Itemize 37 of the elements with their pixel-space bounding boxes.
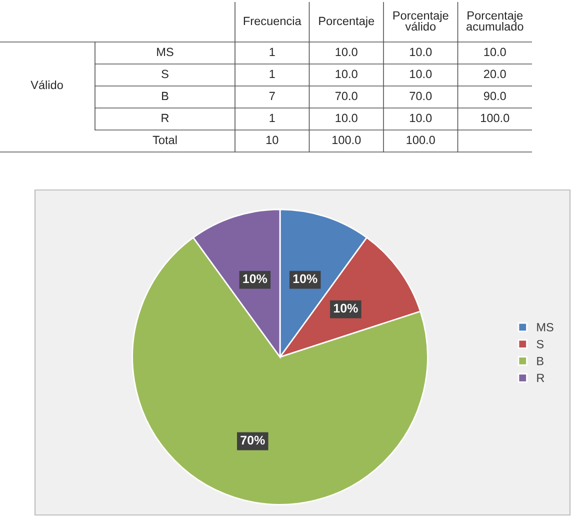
category-label: B xyxy=(162,92,168,100)
text: 10.0 xyxy=(484,48,506,56)
text: 10.0 xyxy=(410,70,432,78)
text: 10 xyxy=(266,136,278,144)
category-label: R xyxy=(162,114,169,122)
legend-label: B xyxy=(537,356,544,366)
text: 7 xyxy=(269,92,275,100)
text: 20.0 xyxy=(484,70,506,78)
data-label: 10% xyxy=(293,274,318,284)
text: 100.0 xyxy=(481,114,510,122)
text: 90.0 xyxy=(484,92,506,100)
category-label: S xyxy=(162,70,168,78)
legend-label: MS xyxy=(537,323,554,332)
category-label: Frecuencia xyxy=(244,16,302,26)
text: 70.0 xyxy=(410,92,432,100)
category-label: Total xyxy=(152,136,177,144)
data-label: 10% xyxy=(334,304,358,313)
text: 70.0 xyxy=(335,92,358,100)
category-label: Porcentaje xyxy=(319,16,374,28)
category-label: MS xyxy=(157,48,174,56)
data-label: 70% xyxy=(240,436,265,445)
category-label: Porcentaje válido xyxy=(393,10,448,31)
text: 10.0 xyxy=(336,70,358,78)
category-label: Porcentaje acumulado xyxy=(466,10,524,31)
text: 10.0 xyxy=(410,48,432,56)
text: Válido xyxy=(30,80,63,90)
text: 100.0 xyxy=(406,136,435,144)
text: 10.0 xyxy=(336,114,358,122)
text: 10.0 xyxy=(336,48,358,56)
text: 1 xyxy=(270,48,275,56)
data-label: 10% xyxy=(243,274,268,284)
text: 100.0 xyxy=(332,136,361,144)
text: 1 xyxy=(270,70,275,78)
text: 1 xyxy=(270,114,275,122)
legend-label: R xyxy=(537,374,544,382)
legend-label: S xyxy=(536,340,544,348)
text: 10.0 xyxy=(410,114,432,122)
